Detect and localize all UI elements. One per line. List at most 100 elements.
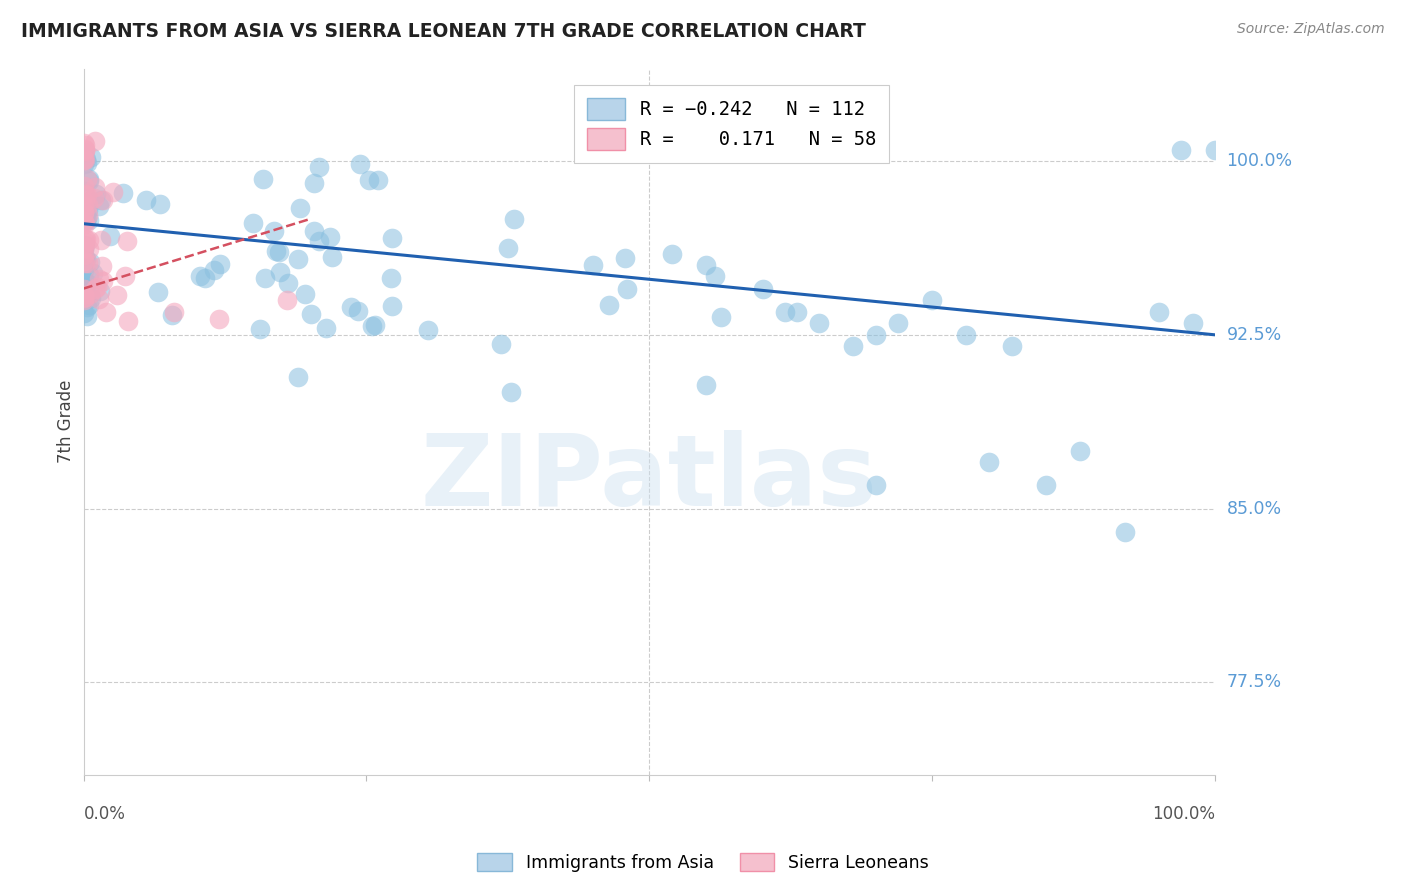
Point: [73, 232, 96, 246]
Point: [76, 211, 98, 226]
Point: [93, 274, 115, 288]
Point: [83, 134, 105, 148]
Point: [73, 251, 96, 265]
Point: [89, 284, 111, 298]
Point: [287, 370, 309, 384]
Legend: R = −0.242   N = 112, R =    0.171   N = 58: R = −0.242 N = 112, R = 0.171 N = 58: [574, 85, 889, 163]
Point: [269, 265, 291, 279]
Point: [76, 198, 98, 212]
Point: [77, 213, 100, 227]
Point: [73, 243, 96, 257]
Point: [73, 241, 96, 255]
Point: [73, 205, 96, 219]
Point: [75, 205, 97, 219]
Point: [209, 257, 232, 271]
Point: [751, 281, 773, 295]
Point: [349, 157, 371, 171]
Point: [308, 234, 330, 248]
Point: [75, 252, 97, 266]
Point: [73, 238, 96, 252]
Point: [288, 201, 311, 215]
Point: [287, 252, 309, 267]
Point: [267, 244, 290, 259]
Point: [77, 203, 100, 218]
Point: [188, 269, 211, 284]
Point: [76, 301, 98, 315]
Text: 100.0%: 100.0%: [1153, 805, 1215, 823]
Point: [86, 280, 108, 294]
Point: [75, 212, 97, 227]
Point: [249, 322, 271, 336]
Point: [73, 256, 96, 270]
Point: [339, 300, 361, 314]
Point: [73, 253, 96, 268]
Point: [77, 174, 100, 188]
Point: [75, 212, 97, 227]
Point: [83, 281, 105, 295]
Point: [695, 259, 717, 273]
Point: [202, 263, 225, 277]
Point: [955, 327, 977, 342]
Text: 0.0%: 0.0%: [83, 805, 125, 823]
Point: [1069, 443, 1091, 458]
Point: [501, 384, 523, 399]
Point: [73, 143, 96, 157]
Text: 100.0%: 100.0%: [1226, 153, 1292, 170]
Point: [887, 316, 910, 330]
Point: [72, 239, 94, 253]
Point: [75, 145, 97, 159]
Point: [160, 308, 183, 322]
Point: [75, 232, 97, 246]
Point: [115, 234, 138, 248]
Point: [72, 216, 94, 230]
Point: [163, 304, 186, 318]
Point: [710, 310, 733, 324]
Point: [703, 269, 725, 284]
Point: [72, 280, 94, 294]
Point: [117, 314, 139, 328]
Point: [77, 172, 100, 186]
Point: [921, 293, 943, 307]
Point: [72, 184, 94, 198]
Point: [1000, 339, 1022, 353]
Point: [786, 304, 808, 318]
Point: [1204, 143, 1226, 157]
Point: [502, 212, 524, 227]
Point: [253, 271, 276, 285]
Point: [86, 186, 108, 201]
Point: [82, 266, 104, 280]
Point: [73, 288, 96, 302]
Point: [73, 217, 96, 231]
Text: ZIPatlas: ZIPatlas: [420, 430, 877, 527]
Point: [112, 186, 135, 200]
Point: [616, 281, 638, 295]
Point: [263, 224, 285, 238]
Point: [114, 268, 136, 283]
Point: [79, 286, 101, 301]
Point: [91, 193, 114, 207]
Point: [380, 270, 402, 285]
Text: IMMIGRANTS FROM ASIA VS SIERRA LEONEAN 7TH GRADE CORRELATION CHART: IMMIGRANTS FROM ASIA VS SIERRA LEONEAN 7…: [21, 22, 866, 41]
Point: [73, 153, 96, 167]
Point: [598, 298, 620, 312]
Point: [252, 171, 274, 186]
Point: [73, 199, 96, 213]
Point: [73, 235, 96, 250]
Point: [73, 202, 96, 217]
Point: [264, 244, 287, 259]
Point: [416, 323, 439, 337]
Point: [73, 142, 96, 156]
Point: [77, 242, 100, 256]
Point: [100, 229, 122, 244]
Point: [73, 214, 96, 228]
Point: [83, 180, 105, 194]
Point: [73, 153, 96, 167]
Point: [72, 283, 94, 297]
Point: [76, 256, 98, 270]
Point: [489, 337, 512, 351]
Point: [1035, 478, 1057, 492]
Point: [72, 263, 94, 277]
Point: [613, 251, 636, 265]
Point: [73, 290, 96, 304]
Point: [242, 216, 264, 230]
